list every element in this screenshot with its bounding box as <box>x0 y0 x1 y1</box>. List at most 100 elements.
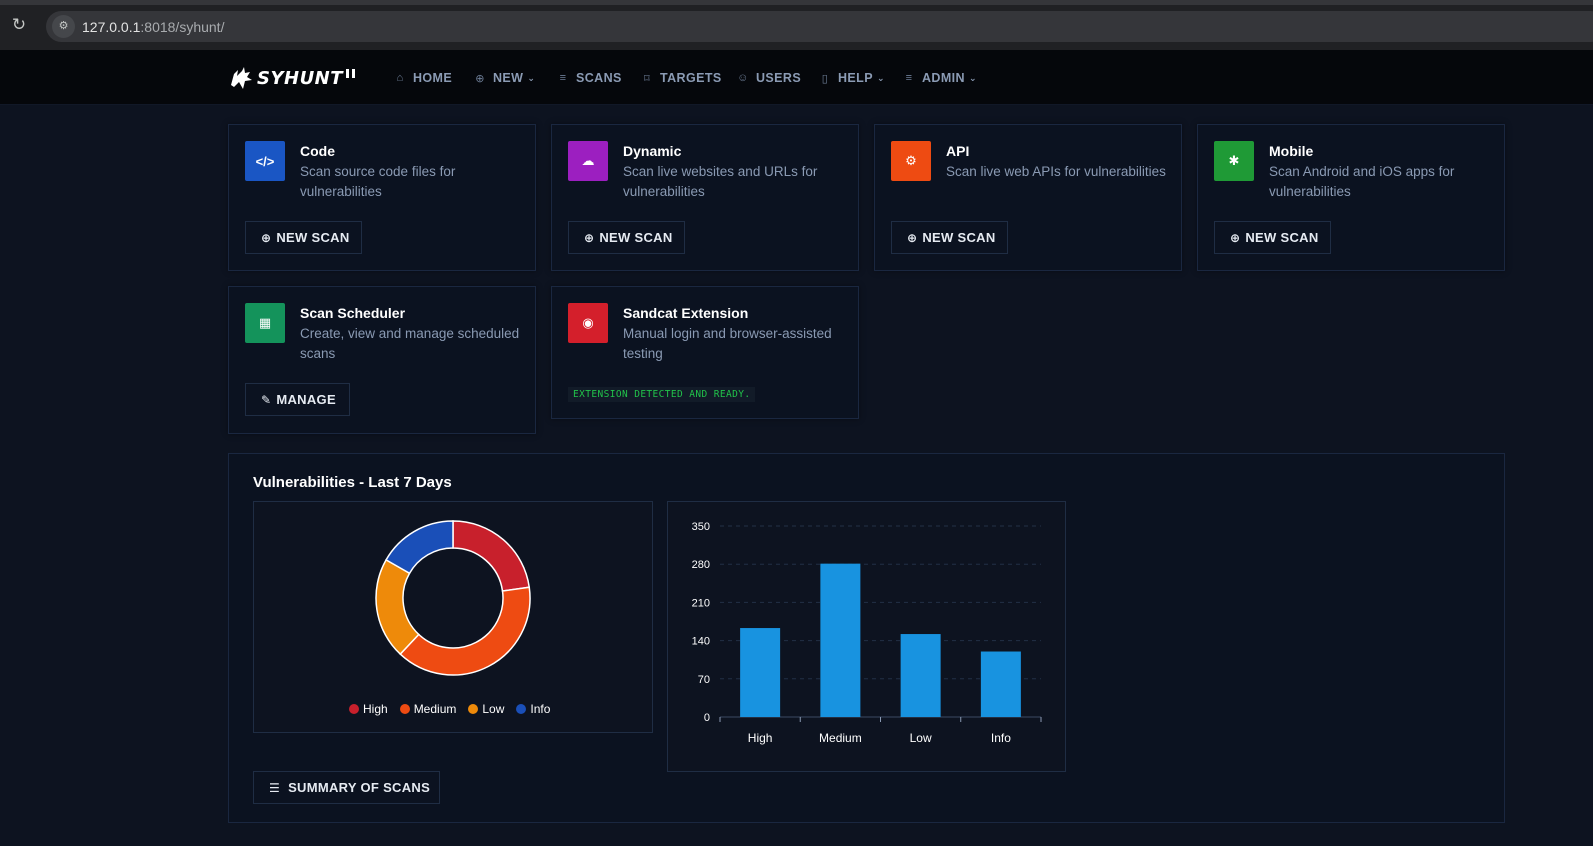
nav-item-users[interactable]: ☺ USERS <box>737 70 801 86</box>
api-new-scan-button[interactable]: ⊕ NEW SCAN <box>891 221 1008 254</box>
pencil-icon: ✎ <box>261 392 272 407</box>
wolf-logo-icon <box>231 67 252 89</box>
api-description: Scan live web APIs for vulnerabilities <box>946 164 1166 179</box>
vulnerabilities-title: Vulnerabilities - Last 7 Days <box>253 474 452 491</box>
logo-text: SYHUNT <box>257 67 344 89</box>
address-bar[interactable]: ⚙ 127.0.0.1:8018/syhunt/ <box>46 11 1593 42</box>
scan-scheduler-card: ▦ Scan Scheduler Create, view and manage s… <box>228 286 536 434</box>
button-label: NEW SCAN <box>599 230 673 245</box>
code-title: Code <box>300 143 335 159</box>
bar-low[interactable] <box>900 634 941 717</box>
legend-item-low[interactable]: Low <box>468 702 504 716</box>
book-icon: ▯ <box>821 72 829 85</box>
code-icon: </> <box>245 141 285 181</box>
legend-item-info[interactable]: Info <box>516 702 550 716</box>
donut-slice-high[interactable] <box>452 520 531 592</box>
code-description: Scan source code files for vulnerabiliti… <box>300 164 456 199</box>
top-navbar: SYHUNT ⌂ HOME ⊕ NEW ⌄ ≡ SCANS ⌑ TARGETS ☺ USERS ▯ HE… <box>0 50 1593 105</box>
plus-circle-icon: ⊕ <box>907 230 918 245</box>
bar-info[interactable] <box>980 651 1021 717</box>
donut-chart <box>375 520 531 676</box>
legend-dot <box>349 704 359 714</box>
button-label: NEW SCAN <box>276 230 350 245</box>
site-info-icon[interactable]: ⚙ <box>52 15 75 38</box>
menu-icon: ≡ <box>905 72 913 84</box>
bar-high[interactable] <box>740 628 781 717</box>
y-tick-label: 280 <box>692 559 710 571</box>
y-tick-label: 140 <box>692 636 710 648</box>
donut-slice-medium[interactable] <box>399 586 531 676</box>
legend-dot <box>516 704 527 714</box>
nav-item-label: USERS <box>756 71 802 85</box>
plus-circle-icon: ⊕ <box>261 230 272 245</box>
summary-of-scans-button[interactable]: ☰ SUMMARY OF SCANS <box>253 771 440 804</box>
sandcat-extension-title: Sandcat Extension <box>623 305 749 321</box>
button-label: NEW SCAN <box>1245 230 1319 245</box>
legend-dot <box>399 704 410 714</box>
nav-item-label: ADMIN <box>922 71 965 85</box>
x-tick-label: Info <box>991 731 1011 745</box>
code-new-scan-button[interactable]: ⊕ NEW SCAN <box>245 221 362 254</box>
sandcat-extension-description: Manual login and browser-assisted testin… <box>623 326 832 361</box>
button-label: NEW SCAN <box>922 230 996 245</box>
list-icon: ☰ <box>269 780 281 795</box>
mobile-title: Mobile <box>1269 143 1314 159</box>
gears-icon: ⚙ <box>891 141 931 181</box>
nav-item-scans[interactable]: ≡ SCANS <box>557 70 622 86</box>
nav-item-new[interactable]: ⊕ NEW ⌄ <box>474 70 535 86</box>
extension-status: EXTENSION DETECTED AND READY. <box>568 387 756 402</box>
legend-label: Info <box>530 702 551 716</box>
legend-label: Medium <box>413 702 457 716</box>
scan-scheduler-manage-button[interactable]: ✎ MANAGE <box>245 383 350 416</box>
vulnerabilities-panel: Vulnerabilities - Last 7 Days High Medium… <box>228 453 1505 823</box>
donut-slice-low[interactable] <box>375 558 420 656</box>
reload-icon[interactable]: ↻ <box>11 15 27 34</box>
bar-medium[interactable] <box>820 563 861 717</box>
url-text[interactable]: 127.0.0.1:8018/syhunt/ <box>82 19 224 35</box>
browser-toolbar: ↻ ⚙ 127.0.0.1:8018/syhunt/ <box>0 0 1593 50</box>
plus-circle-icon: ⊕ <box>475 72 485 85</box>
y-tick-label: 350 <box>692 521 710 533</box>
syhunt-logo[interactable]: SYHUNT <box>228 65 356 91</box>
api-title: API <box>946 143 970 159</box>
nav-item-label: HELP <box>838 71 873 85</box>
sandcat-extension-card: ◉ Sandcat Extension Manual login and brows… <box>551 286 859 419</box>
tab-strip <box>0 0 1593 5</box>
nav-item-help[interactable]: ▯ HELP ⌄ <box>819 70 885 86</box>
y-tick-label: 0 <box>704 712 710 724</box>
url-path: :8018/syhunt/ <box>140 19 225 35</box>
scan-scheduler-title: Scan Scheduler <box>300 305 406 321</box>
summary-of-scans-label: SUMMARY OF SCANS <box>288 780 431 795</box>
nav-item-label: NEW <box>493 71 524 85</box>
bookmark-icon: ⌑ <box>643 72 651 85</box>
url-host: 127.0.0.1 <box>82 19 141 35</box>
legend-label: High <box>363 702 388 716</box>
users-icon: ☺ <box>737 72 749 84</box>
mobile-description: Scan Android and iOS apps for vulnerabil… <box>1269 164 1455 199</box>
code-card: </> Code Scan source code files for vulner… <box>228 124 536 271</box>
nav-item-label: HOME <box>413 71 453 85</box>
y-tick-label: 70 <box>698 674 710 686</box>
nav-item-admin[interactable]: ≡ ADMIN ⌄ <box>903 70 977 86</box>
legend-item-medium[interactable]: Medium <box>399 702 457 716</box>
api-card: ⚙ API Scan live web APIs for vulnerabiliti… <box>874 124 1182 271</box>
dynamic-title: Dynamic <box>623 143 682 159</box>
list-icon: ≡ <box>559 72 567 84</box>
bar-chart: 0 70 140 210 280 350 High Medium Low Info <box>692 521 1042 745</box>
chevron-down-icon: ⌄ <box>968 72 977 83</box>
dynamic-new-scan-button[interactable]: ⊕ NEW SCAN <box>568 221 685 254</box>
home-icon: ⌂ <box>396 72 404 84</box>
bar-chart-box: 0 70 140 210 280 350 High Medium Low Info <box>667 501 1066 772</box>
nav-item-label: SCANS <box>576 71 622 85</box>
chevron-down-icon: ⌄ <box>876 72 885 83</box>
mobile-new-scan-button[interactable]: ⊕ NEW SCAN <box>1214 221 1331 254</box>
nav-item-targets[interactable]: ⌑ TARGETS <box>641 70 722 86</box>
nav-item-home[interactable]: ⌂ HOME <box>394 70 452 86</box>
donut-legend: High Medium Low Info <box>349 702 550 716</box>
sandcat-icon: ◉ <box>568 303 608 343</box>
button-label: MANAGE <box>276 392 336 407</box>
dynamic-description: Scan live websites and URLs for vulnerab… <box>623 164 818 199</box>
donut-slice-info[interactable] <box>385 520 454 575</box>
legend-item-high[interactable]: High <box>349 702 388 716</box>
dynamic-card: ☁ Dynamic Scan live websites and URLs for … <box>551 124 859 271</box>
